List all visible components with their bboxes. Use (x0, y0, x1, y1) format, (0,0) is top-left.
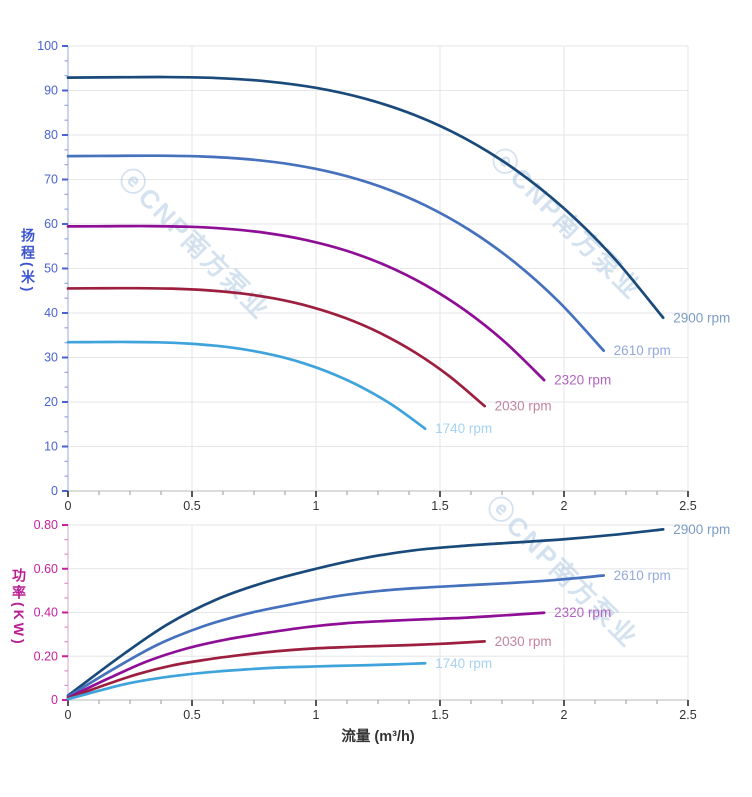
svg-text:0: 0 (51, 693, 58, 707)
head-curve-label-2900rpm: 2900 rpm (673, 310, 730, 325)
power-curve-label-2610rpm: 2610 rpm (614, 568, 671, 583)
power-axes: 0 0.20 0.40 0.60 0.80 0 0.5 1 1.5 2 2.5 (34, 518, 697, 722)
power-axis-title: 功率(KW) (11, 568, 27, 647)
svg-text:100: 100 (37, 39, 58, 53)
head-curve-2030rpm (66, 286, 486, 408)
svg-text:2: 2 (561, 708, 568, 722)
svg-text:90: 90 (44, 84, 58, 98)
svg-text:0: 0 (51, 484, 58, 498)
head-curve-2610rpm (66, 154, 606, 353)
svg-text:0.60: 0.60 (34, 562, 58, 576)
power-curve-label-1740rpm: 1740 rpm (435, 656, 492, 671)
svg-text:0: 0 (65, 499, 72, 513)
svg-text:80: 80 (44, 128, 58, 142)
svg-text:2: 2 (561, 499, 568, 513)
head-curve-2320rpm (66, 224, 546, 382)
svg-text:1: 1 (313, 499, 320, 513)
head-grid (68, 45, 689, 491)
head-curve-label-2320rpm: 2320 rpm (554, 373, 611, 388)
flow-axis-title: 流量 (m³/h) (341, 729, 415, 745)
power-curve-2900rpm (66, 528, 665, 697)
svg-text:20: 20 (44, 395, 58, 409)
head-axis-title: 扬程(米) (20, 228, 36, 295)
head-curve-2900rpm (66, 75, 665, 320)
svg-text:50: 50 (44, 262, 58, 276)
svg-text:40: 40 (44, 306, 58, 320)
svg-text:0.5: 0.5 (183, 708, 200, 722)
svg-text:2.5: 2.5 (679, 499, 696, 513)
power-curve-2320rpm (66, 611, 546, 700)
svg-text:70: 70 (44, 173, 58, 187)
svg-text:10: 10 (44, 440, 58, 454)
svg-text:0.5: 0.5 (183, 499, 200, 513)
svg-text:30: 30 (44, 351, 58, 365)
head-curve-label-1740rpm: 1740 rpm (435, 421, 492, 436)
head-axes: 0 10 20 30 40 50 60 70 80 90 100 0 0.5 1 1.5 2 2.5 (37, 39, 697, 513)
svg-text:1.5: 1.5 (431, 708, 448, 722)
head-curve-1740rpm (66, 340, 427, 431)
svg-text:0.40: 0.40 (34, 606, 58, 620)
svg-text:1.5: 1.5 (431, 499, 448, 513)
svg-text:ⓔCNP南方泵业: ⓔCNP南方泵业 (113, 162, 276, 325)
power-curve-1740rpm (66, 661, 427, 701)
svg-text:60: 60 (44, 217, 58, 231)
svg-text:0.20: 0.20 (34, 649, 58, 663)
svg-text:2.5: 2.5 (679, 708, 696, 722)
power-grid (68, 524, 689, 700)
svg-text:0: 0 (65, 708, 72, 722)
head-curve-label-2030rpm: 2030 rpm (495, 399, 552, 414)
power-curve-2030rpm (66, 640, 486, 700)
svg-text:1: 1 (313, 708, 320, 722)
power-curve-label-2030rpm: 2030 rpm (495, 634, 552, 649)
head-curve-label-2610rpm: 2610 rpm (614, 343, 671, 358)
power-curve-label-2320rpm: 2320 rpm (554, 605, 611, 620)
power-curve-label-2900rpm: 2900 rpm (673, 522, 730, 537)
svg-text:0.80: 0.80 (34, 518, 58, 532)
power-curve-2610rpm (66, 574, 606, 699)
